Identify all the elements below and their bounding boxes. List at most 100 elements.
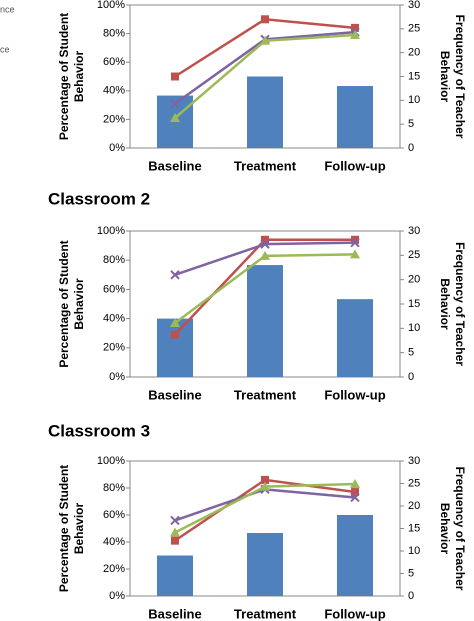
y-tick-label: 0%: [109, 590, 125, 602]
marker: [170, 515, 180, 526]
marker: [260, 481, 270, 491]
y2-tick-label: 0: [408, 371, 414, 383]
x-tick-label: Baseline: [148, 387, 201, 402]
marker: [351, 23, 359, 32]
y2-tick-label: 25: [408, 249, 420, 261]
x-tick-label: Follow-up: [324, 606, 385, 621]
marker: [261, 15, 269, 24]
y-tick-label: 20%: [103, 113, 125, 125]
y-axis-label-line: Behavior: [72, 502, 86, 554]
y2-tick-label: 30: [408, 0, 420, 11]
bar: [337, 515, 373, 596]
y-axis-label: Percentage of StudentBehavior: [57, 240, 86, 367]
y-tick-label: 60%: [103, 283, 125, 295]
y-tick-label: 80%: [103, 28, 125, 40]
marker: [170, 527, 180, 537]
bar: [247, 76, 283, 148]
y-tick-label: 60%: [103, 509, 125, 521]
y2-axis-label-line: Frequency of Teacher: [453, 242, 467, 366]
line: [174, 482, 356, 534]
y2-tick-label: 30: [408, 225, 420, 237]
y2-tick-label: 0: [408, 590, 414, 602]
y-tick-label: 40%: [103, 313, 125, 325]
marker: [170, 112, 180, 122]
x-tick-label: Baseline: [148, 606, 201, 621]
marker: [171, 536, 179, 545]
chart-title: Classroom 2: [48, 189, 150, 208]
marker: [351, 488, 359, 497]
bar: [247, 533, 283, 596]
y2-tick-label: 20: [408, 274, 420, 286]
y2-tick-label: 15: [408, 70, 420, 82]
y2-tick-label: 10: [408, 322, 420, 334]
y-tick-label: 80%: [103, 254, 125, 266]
marker: [350, 492, 360, 503]
y-axis-label-line: Percentage of Student: [57, 240, 71, 367]
y2-tick-label: 15: [408, 298, 420, 310]
y-tick-label: 0%: [109, 142, 125, 154]
marker: [350, 30, 360, 40]
y2-tick-label: 25: [408, 477, 420, 489]
y-tick-label: 40%: [103, 85, 125, 97]
x-tick-label: Treatment: [234, 606, 297, 621]
y2-axis-label-line: Behavior: [438, 51, 452, 103]
y-axis-label: Percentage of StudentBehavior: [57, 13, 86, 140]
bar: [157, 555, 193, 596]
y2-axis-label-line: Behavior: [438, 278, 452, 330]
marker: [350, 249, 360, 259]
y2-tick-label: 5: [408, 347, 414, 359]
y2-tick-label: 30: [408, 455, 420, 467]
marker: [350, 478, 360, 488]
bar: [337, 86, 373, 148]
legend-fragment: nce: [0, 4, 15, 14]
bar: [337, 299, 373, 377]
y2-tick-label: 20: [408, 47, 420, 59]
line: [174, 488, 356, 522]
marker: [171, 330, 179, 339]
marker: [261, 235, 269, 244]
marker: [261, 475, 269, 484]
x-tick-label: Treatment: [234, 158, 297, 173]
y2-tick-label: 5: [408, 567, 414, 579]
y2-tick-label: 0: [408, 142, 414, 154]
marker: [171, 72, 179, 81]
y-tick-label: 20%: [103, 342, 125, 354]
y-axis-label-line: Behavior: [72, 50, 86, 102]
y-axis-label-line: Behavior: [72, 278, 86, 330]
marker: [260, 239, 270, 249]
y2-axis-label: Frequency of TeacherBehavior: [438, 15, 467, 139]
marker: [170, 270, 180, 280]
y-tick-label: 0%: [109, 371, 125, 383]
y-axis-label-line: Percentage of Student: [57, 465, 71, 592]
y2-tick-label: 5: [408, 118, 414, 130]
bar: [247, 265, 283, 377]
marker: [350, 237, 360, 248]
x-tick-label: Follow-up: [324, 387, 385, 402]
y-tick-label: 100%: [97, 225, 125, 237]
bar: [157, 318, 193, 377]
y-tick-label: 100%: [97, 0, 125, 11]
x-tick-label: Treatment: [234, 387, 297, 402]
y-tick-label: 20%: [103, 563, 125, 575]
marker: [351, 235, 359, 244]
y-tick-label: 100%: [97, 455, 125, 467]
y2-tick-label: 10: [408, 94, 420, 106]
y-tick-label: 40%: [103, 536, 125, 548]
chart-title: Classroom 3: [48, 421, 150, 440]
x-tick-label: Follow-up: [324, 158, 385, 173]
y2-axis-label-line: Behavior: [438, 503, 452, 555]
y-tick-label: 60%: [103, 56, 125, 68]
y-axis-label: Percentage of StudentBehavior: [57, 465, 86, 592]
y2-tick-label: 10: [408, 545, 420, 557]
marker: [170, 317, 180, 327]
y2-axis-label: Frequency of TeacherBehavior: [438, 242, 467, 366]
y-axis-label-line: Percentage of Student: [57, 13, 71, 140]
y2-axis-label-line: Frequency of Teacher: [453, 467, 467, 591]
marker: [260, 35, 270, 45]
y2-tick-label: 25: [408, 23, 420, 35]
line: [174, 18, 356, 78]
x-tick-label: Baseline: [148, 158, 201, 173]
y2-tick-label: 15: [408, 522, 420, 534]
y-tick-label: 80%: [103, 482, 125, 494]
